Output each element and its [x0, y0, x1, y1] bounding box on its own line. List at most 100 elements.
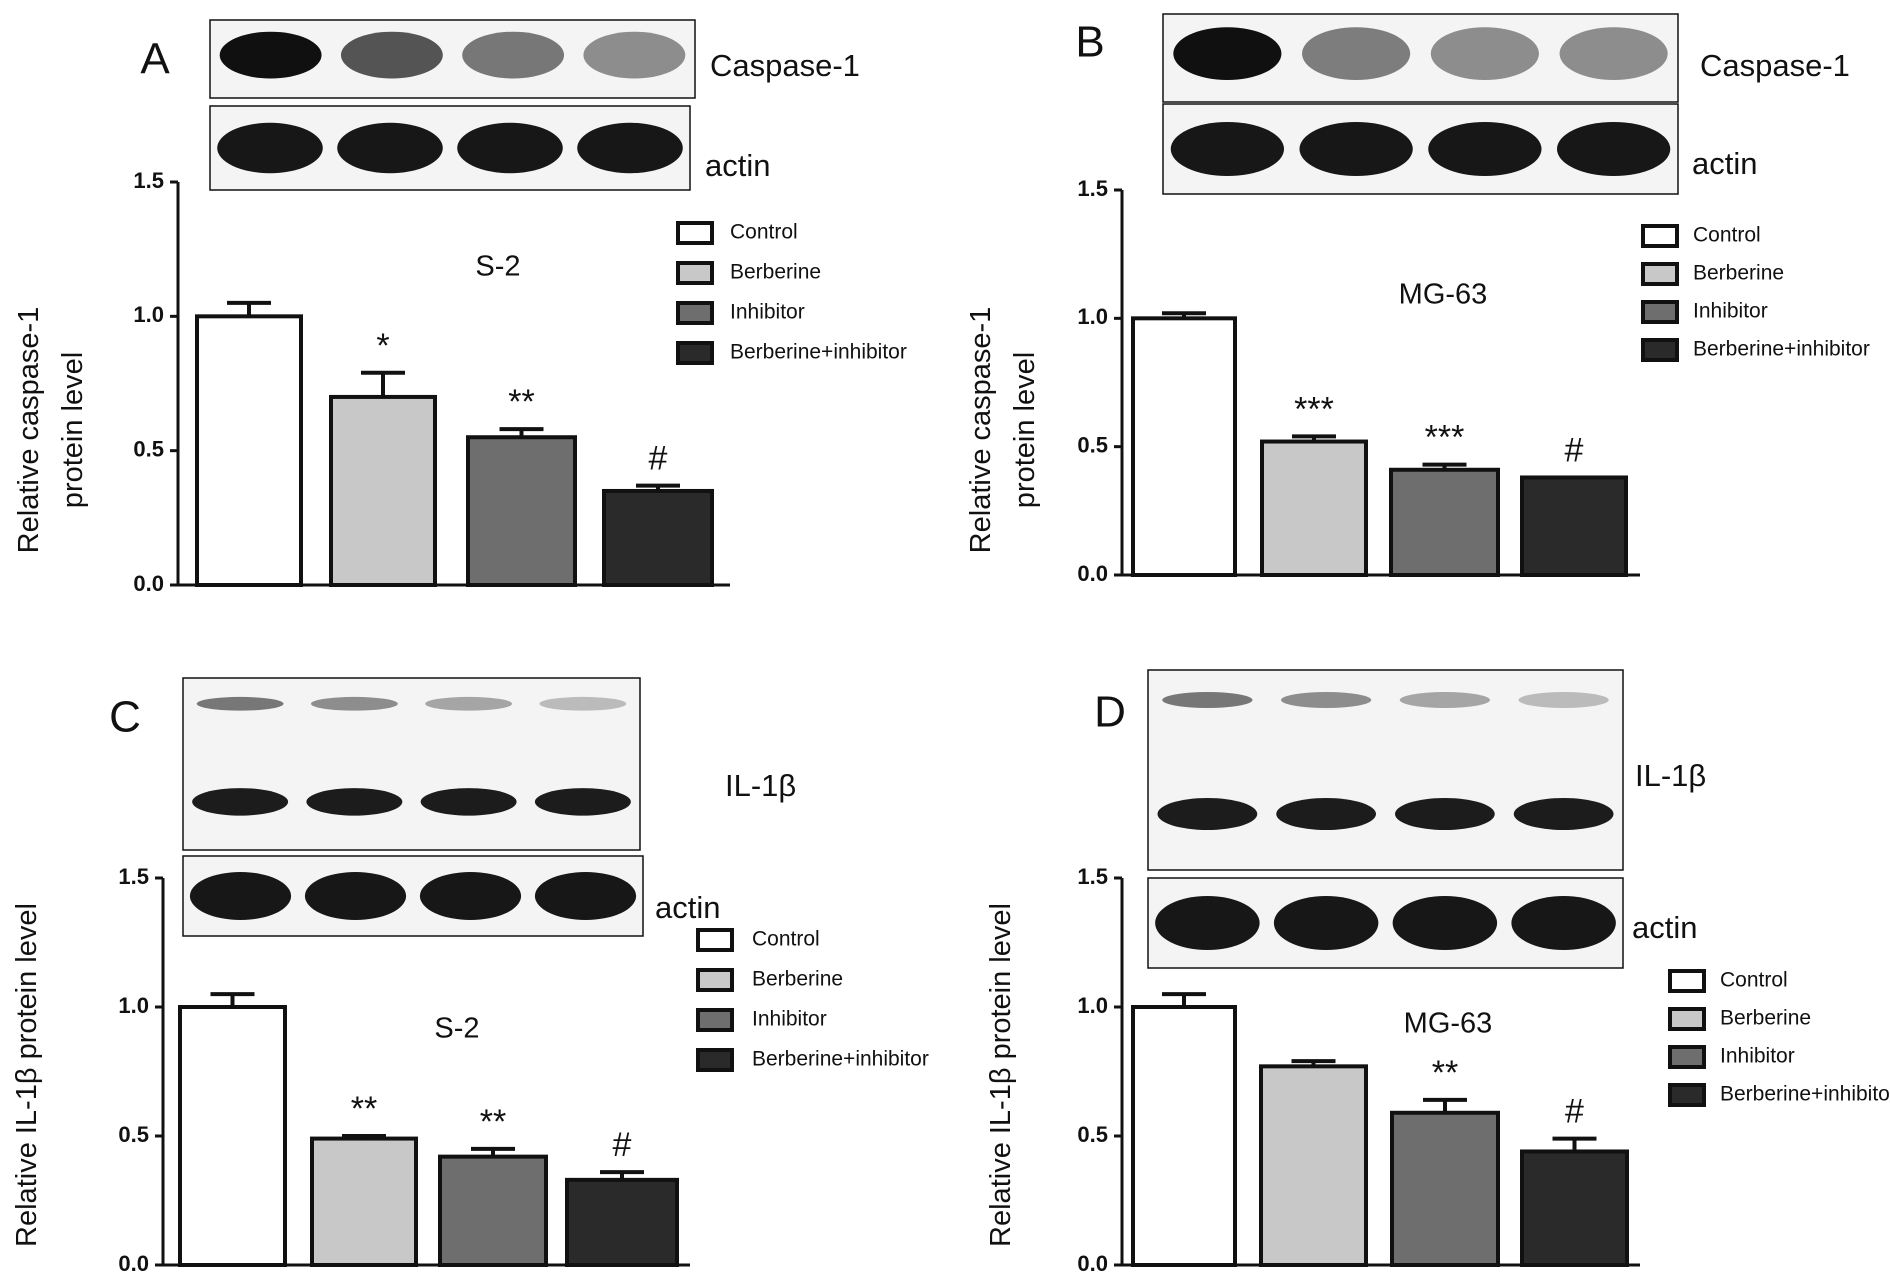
significance-label-inhibitor: ** — [480, 1103, 506, 1141]
blot-label-actin: actin — [705, 148, 770, 183]
legend-swatch-combo — [676, 341, 714, 365]
bar-combo — [1520, 1149, 1629, 1267]
y-axis-label-line2: protein level — [1009, 352, 1041, 508]
blot-band — [1273, 896, 1379, 950]
legend-swatch-inhibitor — [696, 1008, 734, 1032]
significance-label-combo: # — [1565, 431, 1584, 469]
y-tick-label: 1.0 — [118, 993, 149, 1018]
blot-band — [1556, 122, 1671, 176]
panel-d: D IL-1β actin 0.0 0.5 1.0 1.5 Relative IL-1β pr… — [985, 669, 1890, 1276]
y-tick-label: 0.0 — [133, 571, 164, 596]
blot-band — [1157, 798, 1258, 830]
significance-label-combo: # — [613, 1126, 632, 1164]
legend-label-combo: Berberine+inhibitor — [752, 1048, 929, 1071]
legend-label-combo: Berberine+inhibitor — [1693, 338, 1870, 361]
cell-line-label: MG-63 — [1404, 1008, 1493, 1040]
blot-band — [1428, 122, 1542, 176]
legend-swatch-control — [676, 221, 714, 245]
bar-control — [1131, 1005, 1237, 1267]
y-tick-label: 0.0 — [1077, 561, 1108, 586]
blot-band — [1395, 798, 1495, 830]
blot-band — [1281, 692, 1372, 708]
y-tick-label: 1.5 — [133, 168, 164, 193]
blot-label-target: IL-1β — [725, 768, 796, 803]
blot-band — [419, 872, 522, 920]
bar-berberine — [310, 1136, 418, 1267]
bar-inhibitor — [1389, 467, 1500, 577]
y-tick-label: 0.0 — [1077, 1251, 1108, 1276]
legend-label-inhibitor: Inhibitor — [1693, 300, 1768, 323]
legend-swatch-combo — [1641, 338, 1679, 362]
significance-label-berberine: ** — [351, 1090, 377, 1128]
legend-label-berberine: Berberine — [1693, 262, 1784, 285]
legend-swatch-combo — [1668, 1083, 1706, 1107]
y-axis-label: Relative caspase-1 protein level — [965, 307, 1041, 554]
y-tick-label: 0.5 — [1077, 1122, 1108, 1147]
bar-inhibitor — [1390, 1110, 1500, 1268]
blot-band — [189, 872, 292, 920]
blot-band — [577, 122, 683, 174]
bar-berberine — [1259, 1064, 1368, 1267]
significance-label-inhibitor: ** — [508, 383, 534, 421]
panel-c: C IL-1β actin 0.0 0.5 1.0 1.5 Relative IL-1β pr… — [11, 677, 929, 1276]
blot-label-actin: actin — [1692, 146, 1757, 181]
y-tick-label: 0.5 — [1077, 432, 1108, 457]
cell-line-label: S-2 — [475, 251, 520, 283]
y-tick-label: 0.0 — [118, 1251, 149, 1276]
significance-label-berberine: * — [376, 327, 389, 365]
bar-control — [1131, 316, 1237, 577]
blot-label-actin: actin — [655, 890, 720, 925]
blot-label-actin: actin — [1632, 910, 1697, 945]
y-axis-label-line1: Relative caspase-1 — [13, 307, 45, 554]
y-axis-label-line1: Relative caspase-1 — [965, 307, 997, 554]
blot-band — [1299, 122, 1413, 176]
legend-label-combo: Berberine+inhibitor — [730, 341, 907, 364]
significance-label-combo: # — [649, 440, 668, 478]
blot-band — [420, 788, 517, 816]
y-tick-label: 1.5 — [1077, 864, 1108, 889]
blot-band — [337, 122, 443, 174]
blot-band — [462, 31, 565, 79]
blot-band — [1162, 692, 1253, 708]
blot-label-target: IL-1β — [1635, 758, 1706, 793]
legend-swatch-berberine — [696, 968, 734, 992]
legend-swatch-control — [1668, 969, 1706, 993]
y-axis-label: Relative IL-1β protein level — [11, 903, 43, 1247]
y-tick-label: 1.0 — [1077, 304, 1108, 329]
blot-band — [217, 122, 323, 174]
legend-label-berberine: Berberine — [752, 968, 843, 991]
bar-control — [178, 1005, 287, 1267]
legend-swatch-inhibitor — [1641, 300, 1679, 324]
legend-label-combo: Berberine+inhibitor — [1720, 1083, 1890, 1106]
blot-band — [1511, 896, 1616, 950]
blot-band — [310, 696, 398, 711]
blot-band — [457, 122, 563, 174]
y-tick-label: 0.5 — [133, 436, 164, 461]
significance-label-inhibitor: *** — [1425, 419, 1465, 457]
bar-inhibitor — [438, 1154, 548, 1268]
y-axis-label: Relative caspase-1 protein level — [13, 307, 89, 554]
y-tick-label: 0.5 — [118, 1122, 149, 1147]
blot-band — [1559, 27, 1668, 81]
blot-band — [1170, 122, 1285, 176]
blot-band — [1399, 692, 1490, 708]
legend-swatch-berberine — [676, 261, 714, 285]
significance-label-inhibitor: ** — [1432, 1054, 1458, 1092]
blot-band — [1173, 27, 1282, 81]
y-tick-label: 1.0 — [133, 302, 164, 327]
blot-band — [192, 788, 289, 816]
y-tick-label: 1.5 — [118, 864, 149, 889]
legend-label-inhibitor: Inhibitor — [752, 1008, 827, 1031]
panel-letter: D — [1094, 688, 1126, 737]
blot-band — [306, 788, 403, 816]
cell-line-label: MG-63 — [1399, 279, 1488, 311]
panel-letter: A — [140, 35, 170, 84]
blot-band — [534, 788, 631, 816]
y-axis-label: Relative IL-1β protein level — [985, 903, 1017, 1247]
blot-band — [1302, 27, 1411, 81]
blot-band — [340, 31, 443, 79]
bar-combo — [1520, 475, 1628, 578]
blot-band — [1392, 896, 1498, 950]
blot-band — [1513, 798, 1614, 830]
